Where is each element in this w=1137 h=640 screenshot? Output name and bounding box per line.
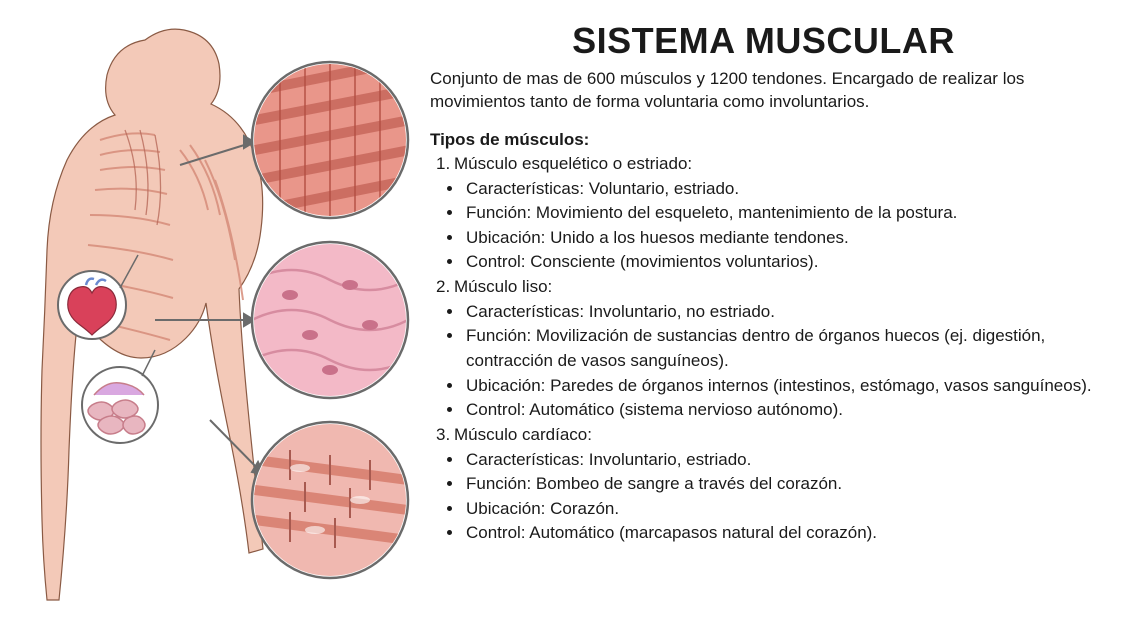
type-bullet: Ubicación: Unido a los huesos mediante t…	[464, 226, 1097, 251]
type-name: Músculo esquelético o estriado:	[454, 154, 692, 173]
type-bullet: Características: Voluntario, estriado.	[464, 177, 1097, 202]
type-block-2: 2.Músculo liso: Características: Involun…	[436, 275, 1097, 423]
type-bullet: Función: Bombeo de sangre a través del c…	[464, 472, 1097, 497]
intro-paragraph: Conjunto de mas de 600 músculos y 1200 t…	[430, 68, 1097, 114]
type-bullet: Características: Involuntario, no estria…	[464, 300, 1097, 325]
type-block-1: 1.Músculo esquelético o estriado: Caract…	[436, 152, 1097, 275]
page-root: SISTEMA MUSCULAR Conjunto de mas de 600 …	[0, 0, 1137, 640]
types-list: 1.Músculo esquelético o estriado: Caract…	[430, 152, 1097, 546]
heart-organ-callout	[58, 271, 126, 339]
anatomy-figure	[30, 20, 420, 620]
type-bullet: Control: Automático (sistema nervioso au…	[464, 398, 1097, 423]
cardiac-detail-circle	[252, 422, 408, 578]
figure-column	[0, 0, 420, 640]
type-number: 1.	[436, 152, 454, 177]
type-bullet: Características: Involuntario, estriado.	[464, 448, 1097, 473]
intestine-organ-callout	[82, 367, 158, 443]
type-bullet: Función: Movimiento del esqueleto, mante…	[464, 201, 1097, 226]
type-bullet: Control: Automático (marcapasos natural …	[464, 521, 1097, 546]
type-name: Músculo cardíaco:	[454, 425, 592, 444]
striated-detail-circle	[252, 60, 410, 218]
text-column: SISTEMA MUSCULAR Conjunto de mas de 600 …	[420, 0, 1137, 640]
type-bullet: Ubicación: Paredes de órganos internos (…	[464, 374, 1097, 399]
type-block-3: 3.Músculo cardíaco: Características: Inv…	[436, 423, 1097, 546]
smooth-detail-circle	[252, 242, 408, 398]
type-number: 2.	[436, 275, 454, 300]
type-bullet: Control: Consciente (movimientos volunta…	[464, 250, 1097, 275]
type-number: 3.	[436, 423, 454, 448]
type-bullet: Función: Movilización de sustancias dent…	[464, 324, 1097, 373]
type-name: Músculo liso:	[454, 277, 552, 296]
type-bullet: Ubicación: Corazón.	[464, 497, 1097, 522]
types-subheading: Tipos de músculos:	[430, 130, 1097, 150]
page-title: SISTEMA MUSCULAR	[430, 20, 1097, 62]
